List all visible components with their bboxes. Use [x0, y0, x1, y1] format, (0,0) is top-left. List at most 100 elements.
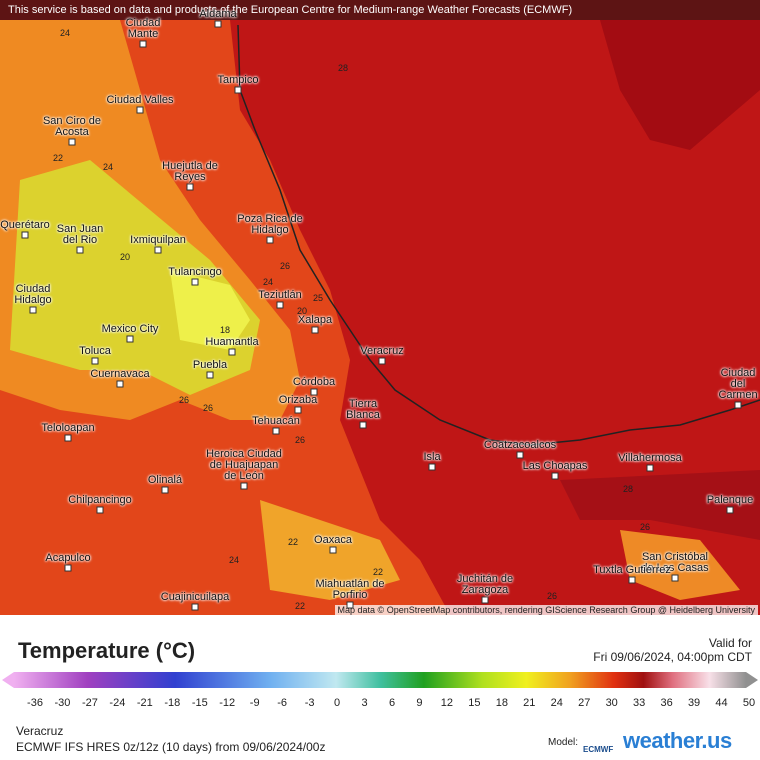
city-marker [136, 106, 144, 114]
city-label: Isla [423, 451, 441, 463]
brand[interactable]: weather.us [623, 728, 732, 753]
city-marker [329, 546, 337, 554]
contour-label: 24 [59, 28, 71, 38]
city-marker [64, 434, 72, 442]
city-marker [161, 486, 169, 494]
city-marker [186, 183, 194, 191]
city-label: Ciudad Valles [106, 94, 174, 106]
city-label: Xalapa [297, 314, 333, 326]
city-marker [116, 380, 124, 388]
colorbar-tick-label: 50 [742, 697, 756, 709]
city-label: Toluca [79, 345, 111, 357]
model-logo: ECMWF [583, 745, 614, 754]
valid-time: Fri 09/06/2024, 04:00pm CDT [593, 650, 752, 664]
city-marker [234, 86, 242, 94]
contour-label: 18 [219, 325, 231, 335]
city-label: Cuajinicuilapa [160, 591, 230, 603]
colorbar-tick-label: 44 [715, 697, 728, 709]
city-marker [21, 231, 29, 239]
city-marker [276, 301, 284, 309]
city-label: Miahuatlán de Porfirio [315, 578, 385, 601]
city-label: Puebla [192, 359, 228, 371]
colorbar-tick-label: -18 [164, 697, 181, 709]
map-layer [0, 0, 760, 615]
city-label: Aldama [199, 8, 237, 20]
location: Veracruz [16, 724, 64, 738]
city-label: Tehuacán [252, 415, 300, 427]
city-marker [154, 246, 162, 254]
contour-label: 28 [337, 63, 349, 73]
contour-label: 22 [294, 601, 306, 611]
city-label: Coatzacoalcos [483, 439, 557, 451]
contour-label: 25 [312, 293, 324, 303]
city-label: Oaxaca [314, 534, 352, 546]
land-coolest [170, 270, 250, 350]
city-label: San Cristóbal de Las Casas [641, 551, 709, 574]
colorbar-tick-label: -6 [277, 697, 288, 709]
city-marker [734, 401, 742, 409]
city-label: Cuernavaca [90, 368, 150, 380]
city-label: Chilpancingo [68, 494, 132, 506]
city-marker [76, 246, 84, 254]
colorbar-tick-label: 36 [660, 697, 673, 709]
city-marker [551, 472, 559, 480]
colorbar-tick-label: -30 [54, 697, 71, 709]
colorbar-tick-label: -3 [304, 697, 315, 709]
contour-label: 20 [296, 306, 308, 316]
colorbar-tick-label: 6 [388, 697, 396, 709]
contour-label: 26 [294, 435, 306, 445]
contour-label: 24 [102, 162, 114, 172]
colorbar-tick-label: 39 [687, 697, 701, 709]
city-marker [228, 348, 236, 356]
colorbar-tick-label: -27 [81, 697, 98, 709]
colorbar-tick-label: -15 [191, 697, 208, 709]
city-label: Juchitán de Zaragoza [456, 573, 514, 596]
city-marker [346, 601, 354, 609]
legend-title: Temperature (°C) [18, 638, 196, 663]
city-label: Mexico City [101, 323, 159, 335]
contour-label: 22 [287, 537, 299, 547]
colorbar-arrow [2, 672, 14, 688]
colorbar-tick-label: 21 [523, 697, 536, 709]
city-label: Orizaba [278, 394, 318, 406]
contour-label: 26 [178, 395, 190, 405]
model-label: Model: [548, 737, 579, 748]
city-label: San Juan del Rio [56, 223, 104, 246]
contour-label: 26 [546, 591, 558, 601]
city-label: Acapulco [45, 552, 91, 564]
city-marker [191, 278, 199, 286]
colorbar-tick-label: 0 [334, 697, 341, 709]
city-marker [266, 236, 274, 244]
city-marker [671, 574, 679, 582]
city-label: Olinalá [147, 474, 183, 486]
contour-label: 24 [228, 555, 240, 565]
city-marker [294, 406, 302, 414]
city-marker [272, 427, 280, 435]
city-label: Tampico [217, 74, 259, 86]
colorbar-tick-label: -9 [249, 697, 260, 709]
city-marker [191, 603, 199, 611]
city-marker [310, 388, 318, 396]
city-label: Palenque [706, 494, 754, 506]
city-label: Ciudad del Carmen [718, 367, 758, 401]
colorbar-tick-label: 15 [468, 697, 481, 709]
attribution: Map data © OpenStreetMap contributors, r… [334, 605, 758, 615]
colorbar-tick-label: 18 [495, 697, 508, 709]
model-run: ECMWF IFS HRES 0z/12z (10 days) from 09/… [16, 740, 326, 754]
city-label: Ciudad Mante [125, 17, 161, 40]
valid-label: Valid for [708, 636, 752, 650]
contour-label: 20 [119, 252, 131, 262]
city-marker [378, 357, 386, 365]
city-marker [240, 482, 248, 490]
city-label: Villahermosa [618, 452, 682, 464]
city-label: Veracruz [360, 345, 404, 357]
map[interactable]: This service is based on data and produc… [0, 0, 760, 615]
contour-label: 22 [372, 567, 384, 577]
city-label: Teziutlán [258, 289, 302, 301]
land-hot [560, 470, 760, 540]
city-label: Córdoba [292, 376, 336, 388]
city-marker [139, 40, 147, 48]
dark-region [600, 20, 760, 150]
colorbar-ramp [14, 672, 746, 688]
